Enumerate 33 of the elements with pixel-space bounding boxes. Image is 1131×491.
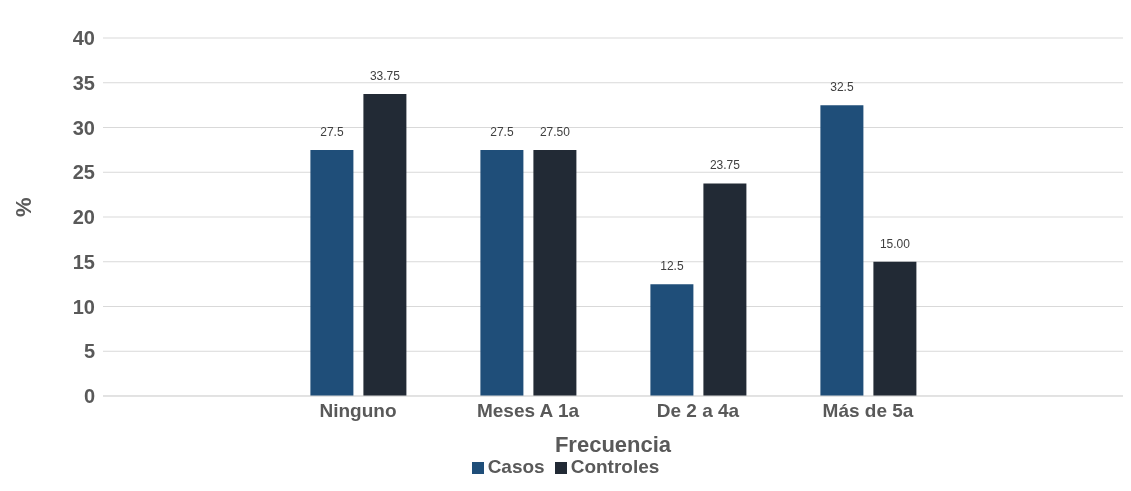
bar: [650, 284, 694, 396]
data-label: 32.5: [830, 80, 854, 95]
data-label: 27.5: [320, 124, 344, 139]
data-label: 15.00: [879, 236, 911, 251]
x-tick-label: Más de 5a: [822, 400, 914, 422]
legend-label: Controles: [570, 456, 660, 477]
y-tick-label: 40: [72, 27, 95, 50]
x-tick-label: Meses A 1a: [476, 400, 580, 422]
bar: [820, 105, 864, 396]
y-axis-title: %: [10, 197, 36, 217]
data-label: 23.75: [709, 158, 741, 173]
y-tick-label: 35: [72, 71, 95, 94]
y-tick-label: 0: [83, 385, 95, 408]
y-tick-label: 10: [72, 295, 95, 318]
y-tick-label: 20: [72, 206, 95, 229]
bar: [363, 93, 407, 396]
data-label: 27.50: [539, 124, 571, 139]
legend-label: Casos: [487, 456, 545, 477]
bar: [873, 261, 917, 396]
y-tick-label: 25: [72, 161, 95, 184]
bar: [703, 183, 747, 396]
data-label: 12.5: [660, 259, 684, 274]
x-axis-title: Frecuencia: [554, 432, 672, 457]
y-tick-label: 5: [83, 340, 95, 363]
bar: [480, 149, 524, 396]
bar: [533, 149, 577, 396]
data-label: 33.75: [369, 68, 401, 83]
x-tick-label: De 2 a 4a: [656, 400, 740, 422]
y-tick-label: 15: [72, 250, 95, 273]
bar: [310, 149, 354, 396]
y-tick-label: 30: [72, 116, 95, 139]
x-tick-label: Ninguno: [319, 400, 397, 422]
data-label: 27.5: [490, 124, 514, 139]
